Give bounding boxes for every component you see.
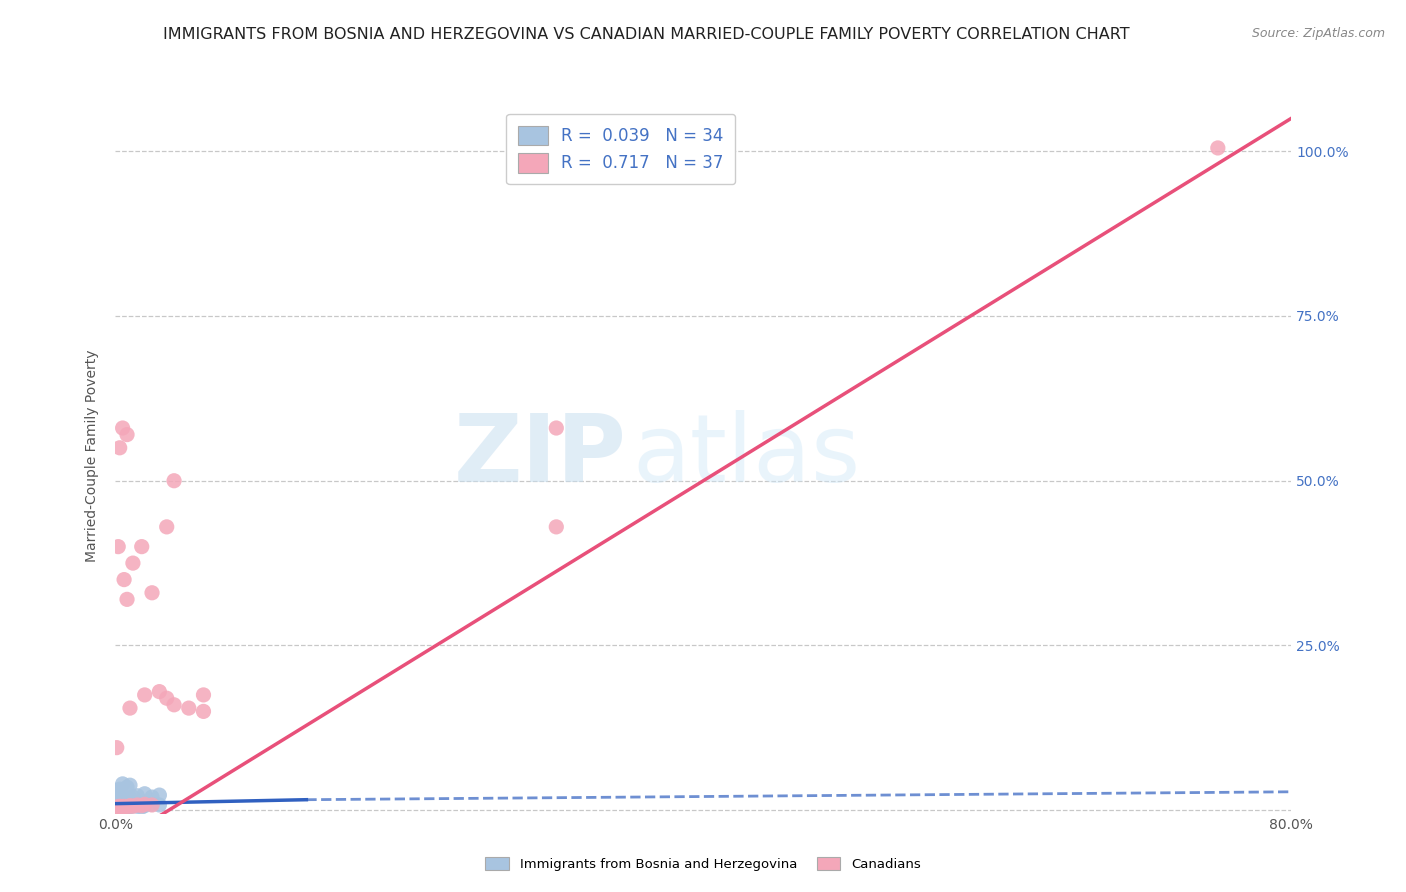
Point: [110, 798, 132, 813]
Point: [127, 799, 149, 814]
Text: ZIP: ZIP: [454, 410, 627, 502]
Point: [141, 586, 163, 600]
Point: [148, 788, 170, 802]
Point: [141, 797, 163, 812]
Point: [122, 556, 145, 570]
Point: [108, 800, 131, 814]
Point: [127, 789, 149, 803]
Point: [107, 799, 129, 814]
Point: [108, 782, 131, 797]
Point: [546, 520, 568, 534]
Legend: R =  0.039   N = 34, R =  0.717   N = 37: R = 0.039 N = 34, R = 0.717 N = 37: [506, 114, 735, 184]
Point: [111, 792, 134, 806]
Point: [108, 441, 131, 455]
Point: [134, 688, 156, 702]
Point: [118, 791, 141, 805]
Point: [107, 783, 129, 797]
Point: [131, 798, 153, 813]
Point: [131, 800, 153, 814]
Point: [115, 800, 138, 814]
Point: [105, 800, 128, 814]
Point: [107, 801, 129, 815]
Point: [127, 797, 149, 812]
Point: [105, 800, 128, 814]
Point: [114, 799, 136, 814]
Point: [112, 799, 135, 814]
Point: [107, 540, 129, 554]
Point: [141, 790, 163, 805]
Point: [134, 798, 156, 813]
Point: [112, 573, 135, 587]
Point: [193, 688, 215, 702]
Point: [118, 778, 141, 792]
Point: [134, 797, 156, 812]
Point: [111, 800, 134, 814]
Point: [156, 520, 179, 534]
Point: [141, 797, 163, 812]
Point: [156, 691, 179, 706]
Point: [105, 785, 128, 799]
Point: [115, 793, 138, 807]
Point: [115, 427, 138, 442]
Point: [105, 797, 128, 812]
Point: [107, 800, 129, 814]
Point: [111, 800, 134, 814]
Y-axis label: Married-Couple Family Poverty: Married-Couple Family Poverty: [86, 350, 100, 562]
Point: [105, 801, 128, 815]
Point: [118, 701, 141, 715]
Point: [118, 798, 141, 813]
Legend: Immigrants from Bosnia and Herzegovina, Canadians: Immigrants from Bosnia and Herzegovina, …: [479, 852, 927, 877]
Point: [112, 801, 135, 815]
Point: [118, 800, 141, 814]
Point: [110, 800, 132, 814]
Point: [115, 800, 138, 814]
Point: [117, 798, 139, 813]
Point: [112, 790, 135, 805]
Point: [108, 799, 131, 814]
Point: [148, 797, 170, 812]
Text: IMMIGRANTS FROM BOSNIA AND HERZEGOVINA VS CANADIAN MARRIED-COUPLE FAMILY POVERTY: IMMIGRANTS FROM BOSNIA AND HERZEGOVINA V…: [163, 27, 1130, 42]
Text: atlas: atlas: [633, 410, 860, 502]
Point: [105, 740, 128, 755]
Text: Source: ZipAtlas.com: Source: ZipAtlas.com: [1251, 27, 1385, 40]
Point: [122, 799, 145, 814]
Point: [115, 780, 138, 794]
Point: [193, 705, 215, 719]
Point: [111, 421, 134, 435]
Point: [111, 777, 134, 791]
Point: [134, 787, 156, 801]
Point: [122, 790, 145, 805]
Point: [115, 592, 138, 607]
Point: [148, 684, 170, 698]
Point: [177, 701, 200, 715]
Point: [110, 793, 132, 807]
Point: [131, 540, 153, 554]
Point: [1206, 141, 1229, 155]
Point: [163, 698, 186, 712]
Point: [546, 421, 568, 435]
Point: [163, 474, 186, 488]
Point: [122, 797, 145, 812]
